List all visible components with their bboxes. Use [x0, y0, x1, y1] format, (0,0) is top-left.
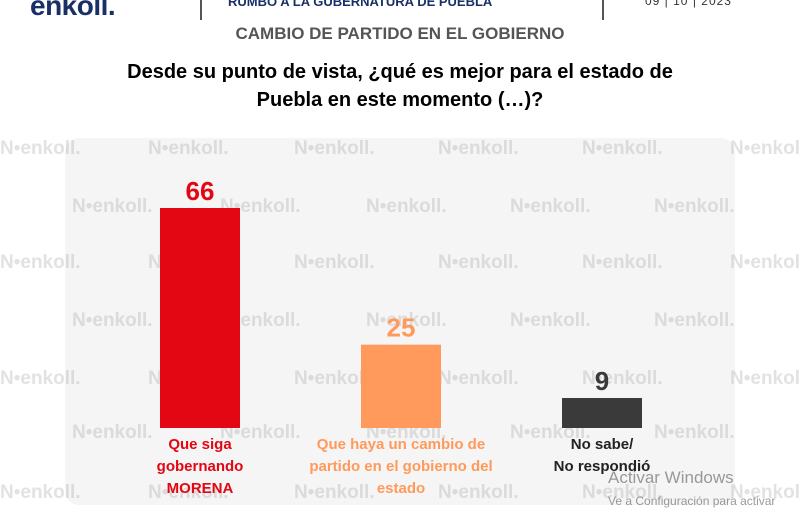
- bar-value-label: 9: [595, 366, 609, 396]
- enkoll-logo: enkoll.: [30, 0, 116, 22]
- category-label-line: Que siga: [168, 436, 232, 453]
- survey-question: Desde su punto de vista, ¿qué es mejor p…: [60, 58, 740, 114]
- logo-text: enkoll.: [30, 0, 116, 21]
- chart-subtitle: CAMBIO DE PARTIDO EN EL GOBIERNO: [235, 24, 565, 43]
- bar-value-label: 66: [186, 176, 215, 206]
- header-date: 09 | 10 | 2023: [645, 0, 732, 8]
- category-label-line: No sabe/: [570, 436, 634, 453]
- bar-1: [160, 208, 240, 428]
- windows-activation-hint: Ve a Configuración para activar: [608, 494, 776, 508]
- category-label: Que haya un cambio de partido en el gobie…: [291, 434, 511, 500]
- bar-3: [562, 398, 642, 428]
- category-label-line: Que haya un cambio de: [316, 436, 486, 453]
- category-label-line: partido en el gobierno del: [309, 458, 493, 475]
- category-label-line: MORENA: [166, 480, 234, 497]
- bar-2: [361, 344, 441, 428]
- category-label-line: gobernando: [156, 458, 244, 475]
- bar-value-label: 25: [387, 313, 416, 343]
- windows-activation-title: Activar Windows: [608, 468, 734, 487]
- header-divider: [602, 0, 604, 20]
- question-line-2: Puebla en este momento (…)?: [256, 89, 544, 111]
- category-label: Que siga gobernando MORENA: [90, 434, 310, 500]
- category-label-line: estado: [376, 480, 426, 497]
- category-label: No sabe/No respondió: [492, 434, 712, 478]
- question-line-1: Desde su punto de vista, ¿qué es mejor p…: [127, 61, 673, 83]
- category-label-line: No respondió: [553, 458, 651, 475]
- header-title: RUMBO A LA GUBERNATURA DE PUEBLA: [228, 0, 493, 9]
- header-divider: [200, 0, 202, 20]
